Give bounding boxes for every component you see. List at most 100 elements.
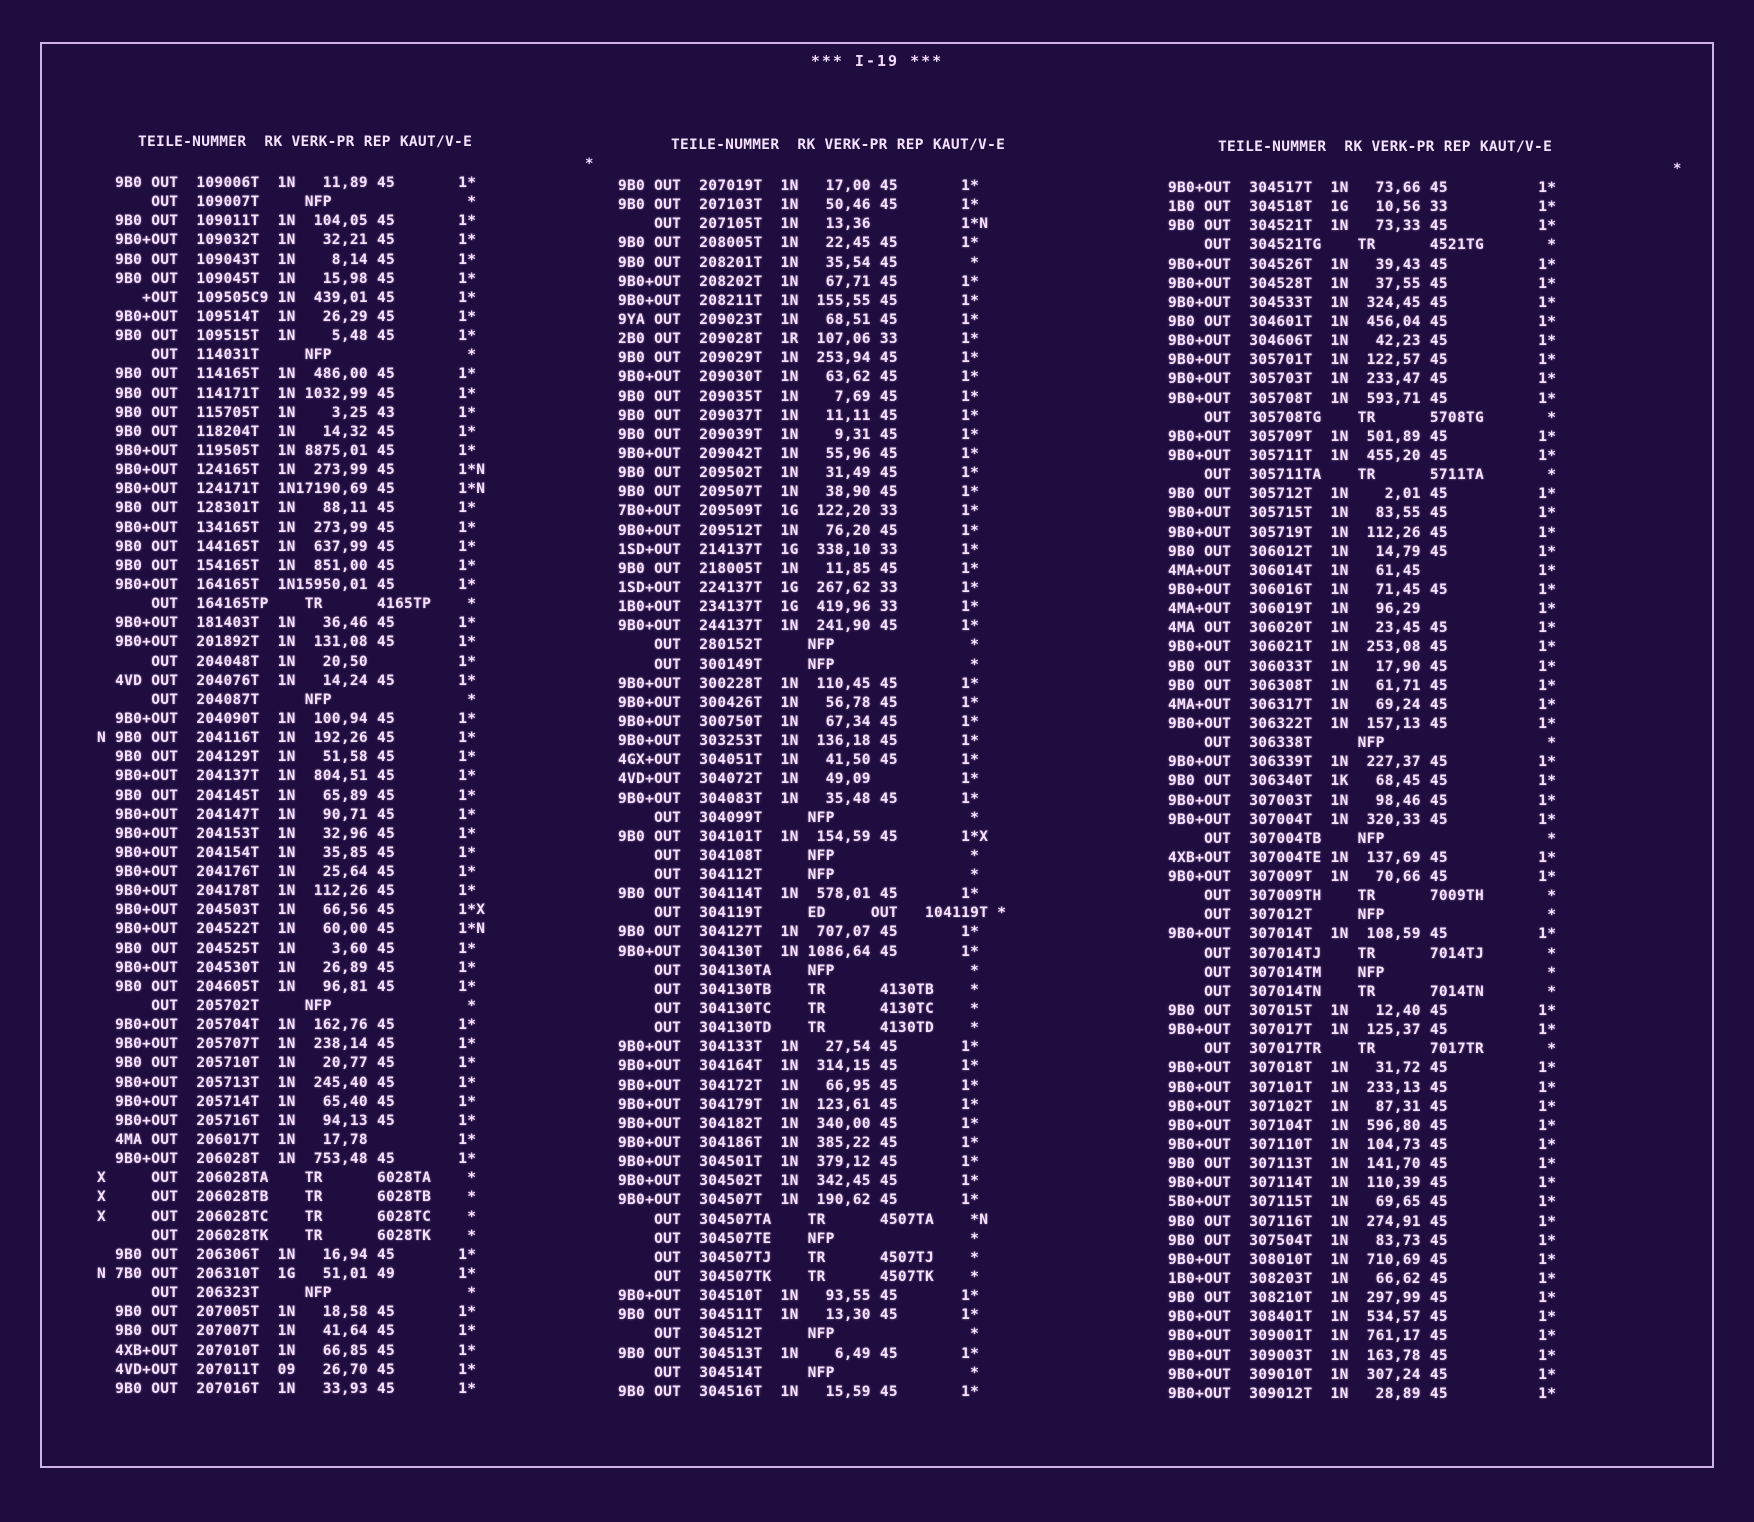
part-row: 9B0 OUT 209035T 1N 7,69 45 1* — [618, 388, 980, 405]
part-row: 9B0+OUT 305703T 1N 233,47 45 1* — [1168, 371, 1557, 388]
part-row: 9B0 OUT 114165T 1N 486,00 45 1* — [88, 366, 477, 383]
part-row: OUT 304507TE NFP * — [618, 1230, 980, 1247]
part-row: 1SD+OUT 224137T 1G 267,62 33 1* — [618, 579, 980, 596]
part-row: 4MA OUT 206017T 1N 17,78 1* — [88, 1132, 477, 1149]
part-row: OUT 300149T NFP * — [618, 656, 980, 673]
part-row: 9B0+OUT 304179T 1N 123,61 45 1* — [618, 1096, 980, 1113]
part-row: OUT 307014TM NFP * — [1168, 964, 1557, 981]
part-row: 9B0+OUT 309003T 1N 163,78 45 1* — [1168, 1347, 1557, 1364]
part-row: OUT 304514T NFP * — [618, 1364, 980, 1381]
part-row: 9B0+OUT 244137T 1N 241,90 45 1* — [618, 618, 980, 635]
part-row: 9B0 OUT 307116T 1N 274,91 45 1* — [1168, 1213, 1557, 1230]
part-row: 9B0+OUT 164165T 1N15950,01 45 1* — [88, 576, 477, 593]
part-row: OUT 204087T NFP * — [88, 691, 477, 708]
part-row: 9B0 OUT 305712T 1N 2,01 45 1* — [1168, 486, 1557, 503]
part-row: OUT 207105T 1N 13,36 1*N — [618, 216, 989, 233]
part-row: 9B0 OUT 208201T 1N 35,54 45 * — [618, 254, 980, 271]
part-row: 9B0+OUT 205716T 1N 94,13 45 1* — [88, 1112, 477, 1129]
part-row: 9B0+OUT 208202T 1N 67,71 45 1* — [618, 273, 980, 290]
part-row: 1B0+OUT 308203T 1N 66,62 45 1* — [1168, 1271, 1557, 1288]
part-row: 9B0+OUT 304526T 1N 39,43 45 1* — [1168, 256, 1557, 273]
part-row: 4MA+OUT 306014T 1N 61,45 1* — [1168, 562, 1557, 579]
part-row: 9B0+OUT 304164T 1N 314,15 45 1* — [618, 1058, 980, 1075]
part-row: 5B0+OUT 307115T 1N 69,65 45 1* — [1168, 1194, 1557, 1211]
column-header: TEILE-NUMMER RK VERK-PR REP KAUT/V-E — [671, 137, 1006, 153]
part-row: N 9B0 OUT 204116T 1N 192,26 45 1* — [88, 730, 477, 747]
part-row: 9B0+OUT 205704T 1N 162,76 45 1* — [88, 1017, 477, 1034]
part-row: 9B0 OUT 114171T 1N 1032,99 45 1* — [88, 385, 477, 402]
part-row: 4VD+OUT 304072T 1N 49,09 1* — [618, 771, 980, 788]
part-row: 9B0 OUT 307113T 1N 141,70 45 1* — [1168, 1156, 1557, 1173]
part-row: OUT 304507TJ TR 4507TJ * — [618, 1249, 980, 1266]
part-row: 9B0+OUT 305715T 1N 83,55 45 1* — [1168, 505, 1557, 522]
part-row: 9B0+OUT 209042T 1N 55,96 45 1* — [618, 445, 980, 462]
part-row: OUT 304507TK TR 4507TK * — [618, 1269, 980, 1286]
part-row: 9B0+OUT 304186T 1N 385,22 45 1* — [618, 1135, 980, 1152]
part-row: 9B0+OUT 204503T 1N 66,56 45 1*X — [88, 902, 486, 919]
part-row: 4MA OUT 306020T 1N 23,45 45 1* — [1168, 620, 1557, 637]
part-row: 9B0 OUT 204145T 1N 65,89 45 1* — [88, 787, 477, 804]
part-row: 9B0+OUT 205714T 1N 65,40 45 1* — [88, 1093, 477, 1110]
part-row: 9B0+OUT 308401T 1N 534,57 45 1* — [1168, 1309, 1557, 1326]
part-row: 9B0 OUT 304601T 1N 456,04 45 1* — [1168, 313, 1557, 330]
part-row: OUT 307014TN TR 7014TN * — [1168, 983, 1557, 1000]
part-row: OUT 307012T NFP * — [1168, 907, 1557, 924]
part-row: X OUT 206028TC TR 6028TC * — [88, 1208, 477, 1225]
part-row: 9B0+OUT 208211T 1N 155,55 45 1* — [618, 292, 980, 309]
part-row: 9B0+OUT 304510T 1N 93,55 45 1* — [618, 1288, 980, 1305]
part-row: 9B0 OUT 304521T 1N 73,33 45 1* — [1168, 218, 1557, 235]
part-row: 7B0+OUT 209509T 1G 122,20 33 1* — [618, 503, 980, 520]
part-row: OUT 114031T NFP * — [88, 347, 477, 364]
part-row: 9B0+OUT 204154T 1N 35,85 45 1* — [88, 844, 477, 861]
part-row: OUT 304108T NFP * — [618, 847, 980, 864]
part-row: 9B0 OUT 218005T 1N 11,85 45 1* — [618, 560, 980, 577]
part-row: 9B0+OUT 181403T 1N 36,46 45 1* — [88, 615, 477, 632]
part-row: 9B0 OUT 204525T 1N 3,60 45 1* — [88, 940, 477, 957]
part-row: 9B0 OUT 209502T 1N 31,49 45 1* — [618, 465, 980, 482]
part-row: 9B0 OUT 204129T 1N 51,58 45 1* — [88, 749, 477, 766]
part-row: 9B0+OUT 304507T 1N 190,62 45 1* — [618, 1192, 980, 1209]
part-row: 9B0+OUT 305719T 1N 112,26 45 1* — [1168, 524, 1557, 541]
part-row: 9B0+OUT 124165T 1N 273,99 45 1*N — [88, 462, 486, 479]
part-row: X OUT 206028TB TR 6028TB * — [88, 1189, 477, 1206]
part-row: 9B0+OUT 304501T 1N 379,12 45 1* — [618, 1154, 980, 1171]
part-row: 9B0+OUT 307003T 1N 98,46 45 1* — [1168, 792, 1557, 809]
part-row: 9B0 OUT 109006T 1N 11,89 45 1* — [88, 175, 477, 191]
part-row: 9B0+OUT 204147T 1N 90,71 45 1* — [88, 806, 477, 823]
part-row: 9B0 OUT 208005T 1N 22,45 45 1* — [618, 235, 980, 252]
part-row: 9B0+OUT 307014T 1N 108,59 45 1* — [1168, 926, 1557, 943]
parts-list: 9B0+OUT 304517T 1N 73,66 45 1* 1B0 OUT 30… — [1168, 179, 1556, 1404]
column-header: TEILE-NUMMER RK VERK-PR REP KAUT/V-E — [1218, 139, 1553, 155]
part-row: 9B0 OUT 207016T 1N 33,93 45 1* — [88, 1380, 477, 1397]
part-row: 9B0+OUT 204090T 1N 100,94 45 1* — [88, 710, 477, 727]
part-row: 9B0 OUT 209037T 1N 11,11 45 1* — [618, 407, 980, 424]
part-row: 9B0 OUT 304127T 1N 707,07 45 1* — [618, 924, 980, 941]
page-title: *** I-19 *** — [810, 52, 944, 70]
part-row: 2B0 OUT 209028T 1R 107,06 33 1* — [618, 331, 980, 348]
part-row: 9B0+OUT 206028T 1N 753,48 45 1* — [88, 1151, 477, 1168]
part-row: 9B0 OUT 308210T 1N 297,99 45 1* — [1168, 1290, 1557, 1307]
part-row: 1B0 OUT 304518T 1G 10,56 33 1* — [1168, 199, 1557, 216]
part-row: OUT 306338T NFP * — [1168, 735, 1557, 752]
part-row: 4XB+OUT 307004TE 1N 137,69 45 1* — [1168, 849, 1557, 866]
part-row: 9B0+OUT 109514T 1N 26,29 45 1* — [88, 308, 477, 325]
part-row: 9B0 OUT 207007T 1N 41,64 45 1* — [88, 1323, 477, 1340]
part-row: 9B0 OUT 304516T 1N 15,59 45 1* — [618, 1383, 980, 1400]
part-row: 9B0 OUT 144165T 1N 637,99 45 1* — [88, 538, 477, 555]
part-row: 1B0+OUT 234137T 1G 419,96 33 1* — [618, 599, 980, 616]
part-row: 9B0+OUT 308010T 1N 710,69 45 1* — [1168, 1251, 1557, 1268]
part-row: OUT 304521TG TR 4521TG * — [1168, 237, 1557, 254]
part-row: 9B0+OUT 304133T 1N 27,54 45 1* — [618, 1039, 980, 1056]
part-row: 4MA+OUT 306019T 1N 96,29 1* — [1168, 601, 1557, 618]
part-row: 9B0 OUT 109043T 1N 8,14 45 1* — [88, 251, 477, 268]
part-row: +OUT 109505C9 1N 439,01 45 1* — [88, 289, 477, 306]
part-row: X OUT 206028TA TR 6028TA * — [88, 1170, 477, 1187]
part-row: OUT 304130TA NFP * — [618, 962, 980, 979]
part-row: 1SD+OUT 214137T 1G 338,10 33 1* — [618, 541, 980, 558]
part-row: OUT 304130TC TR 4130TC * — [618, 1001, 980, 1018]
part-row: 9B0+OUT 304517T 1N 73,66 45 1* — [1168, 180, 1557, 196]
part-row: 9B0+OUT 306339T 1N 227,37 45 1* — [1168, 754, 1557, 771]
part-row: OUT 304119T ED OUT 104119T * — [618, 905, 1007, 922]
part-row: 4XB+OUT 207010T 1N 66,85 45 1* — [88, 1342, 477, 1359]
part-row: 9B0+OUT 304533T 1N 324,45 45 1* — [1168, 294, 1557, 311]
